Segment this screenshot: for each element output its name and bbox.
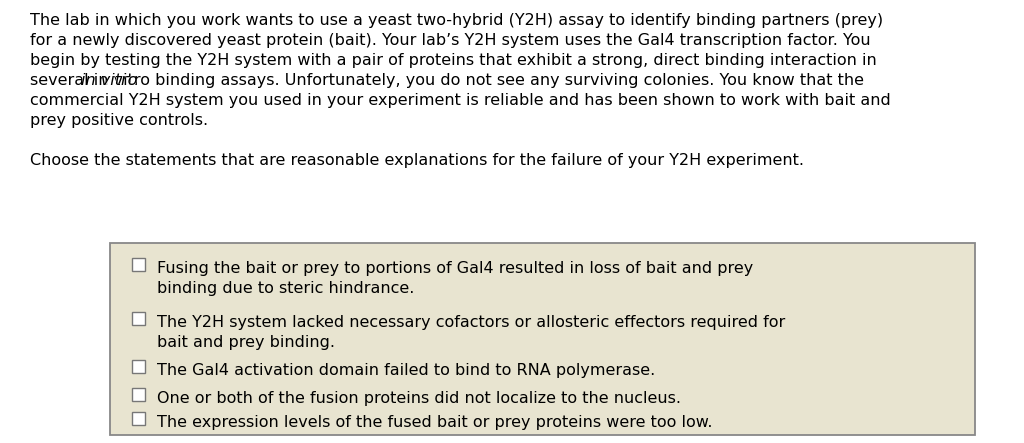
Text: in vitro: in vitro (81, 73, 137, 88)
Text: several in vitro binding assays. Unfortunately, you do not see any surviving col: several in vitro binding assays. Unfortu… (30, 73, 864, 88)
Text: One or both of the fusion proteins did not localize to the nucleus.: One or both of the fusion proteins did n… (157, 391, 681, 406)
FancyBboxPatch shape (110, 243, 975, 435)
Text: for a newly discovered yeast protein (bait). Your lab’s Y2H system uses the Gal4: for a newly discovered yeast protein (ba… (30, 33, 870, 48)
Text: in vitro: in vitro (81, 73, 138, 88)
Text: begin by testing the Y2H system with a pair of proteins that exhibit a strong, d: begin by testing the Y2H system with a p… (30, 53, 877, 68)
Text: The lab in which you work wants to use a yeast two-hybrid (Y2H) assay to identif: The lab in which you work wants to use a… (30, 13, 883, 28)
Text: binding due to steric hindrance.: binding due to steric hindrance. (157, 281, 415, 296)
Bar (132, 312, 145, 325)
Text: bait and prey binding.: bait and prey binding. (157, 335, 335, 350)
Text: commercial Y2H system you used in your experiment is reliable and has been shown: commercial Y2H system you used in your e… (30, 93, 891, 108)
Bar (132, 388, 145, 401)
Text: Choose the statements that are reasonable explanations for the failure of your Y: Choose the statements that are reasonabl… (30, 153, 804, 168)
Bar (132, 258, 145, 271)
Text: Fusing the bait or prey to portions of Gal4 resulted in loss of bait and prey: Fusing the bait or prey to portions of G… (157, 261, 754, 276)
Bar (132, 412, 145, 425)
Text: prey positive controls.: prey positive controls. (30, 113, 208, 128)
Text: The expression levels of the fused bait or prey proteins were too low.: The expression levels of the fused bait … (157, 415, 713, 430)
Text: The Y2H system lacked necessary cofactors or allosteric effectors required for: The Y2H system lacked necessary cofactor… (157, 315, 785, 330)
Bar (132, 360, 145, 373)
Text: The Gal4 activation domain failed to bind to RNA polymerase.: The Gal4 activation domain failed to bin… (157, 363, 655, 378)
